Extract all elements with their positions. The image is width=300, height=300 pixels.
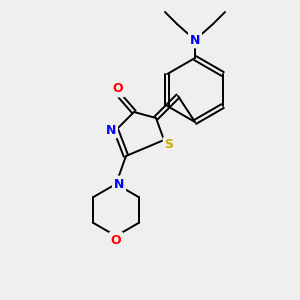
Text: O: O: [113, 82, 123, 95]
Text: N: N: [190, 34, 200, 46]
Text: N: N: [114, 178, 124, 190]
Text: O: O: [111, 233, 121, 247]
Text: S: S: [164, 139, 173, 152]
Text: N: N: [106, 124, 116, 136]
